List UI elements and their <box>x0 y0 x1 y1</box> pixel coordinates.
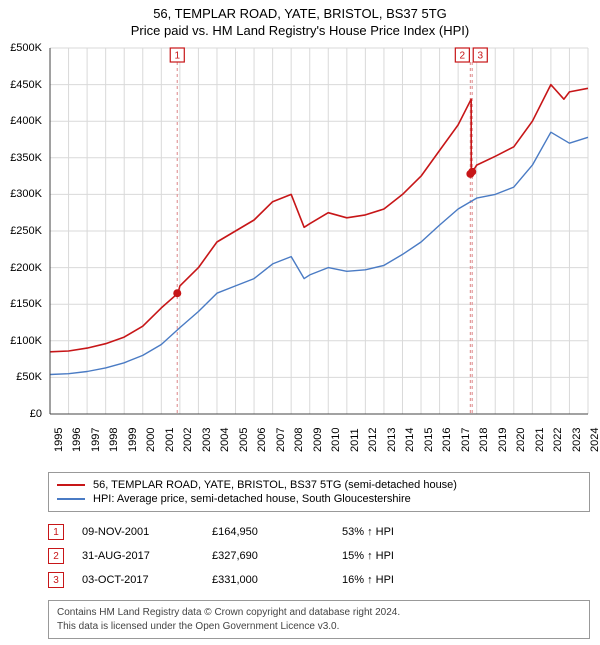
x-axis-tick-label: 2018 <box>478 428 490 452</box>
legend-swatch <box>57 498 85 500</box>
sale-price: £327,690 <box>212 550 342 562</box>
x-axis-tick-label: 2003 <box>201 428 213 452</box>
y-axis-tick-label: £350K <box>10 152 42 164</box>
x-axis-tick-label: 2006 <box>256 428 268 452</box>
sale-hpi: 16% ↑ HPI <box>342 574 590 586</box>
line-chart: 1 23 <box>48 46 590 416</box>
x-axis-tick-label: 2007 <box>275 428 287 452</box>
y-axis-tick-label: £450K <box>10 79 42 91</box>
title-sub: Price paid vs. HM Land Registry's House … <box>0 23 600 38</box>
y-axis-labels: £0 £50K £100K £150K £200K £250K £300K £350K £400… <box>0 44 46 639</box>
x-axis-tick-label: 2005 <box>238 428 250 452</box>
x-axis-tick-label: 2009 <box>312 428 324 452</box>
svg-text:2: 2 <box>460 51 466 62</box>
y-axis-tick-label: £100K <box>10 335 42 347</box>
y-axis-tick-label: £300K <box>10 188 42 200</box>
footer-line: Contains HM Land Registry data © Crown c… <box>57 606 581 620</box>
x-axis-tick-label: 2019 <box>497 428 509 452</box>
x-axis-tick-label: 2017 <box>460 428 472 452</box>
sale-date: 03-OCT-2017 <box>82 574 212 586</box>
x-axis-tick-label: 1998 <box>108 428 120 452</box>
footer-box: Contains HM Land Registry data © Crown c… <box>48 600 590 639</box>
title-main: 56, TEMPLAR ROAD, YATE, BRISTOL, BS37 5T… <box>0 6 600 21</box>
x-axis-tick-label: 2004 <box>219 428 231 452</box>
svg-text:1: 1 <box>174 51 180 62</box>
x-axis-tick-label: 2010 <box>330 428 342 452</box>
sale-price: £164,950 <box>212 526 342 538</box>
y-axis-tick-label: £150K <box>10 298 42 310</box>
x-axis-tick-label: 2023 <box>571 428 583 452</box>
x-axis-labels: 1995 1996 1997 1998 1999 2000 2001 2002 2003 2004… <box>48 416 590 464</box>
legend-swatch <box>57 484 85 486</box>
chart-container: 56, TEMPLAR ROAD, YATE, BRISTOL, BS37 5T… <box>0 0 600 639</box>
x-axis-tick-label: 2013 <box>386 428 398 452</box>
x-axis-tick-label: 2001 <box>164 428 176 452</box>
x-axis-tick-label: 1995 <box>53 428 65 452</box>
x-axis-tick-label: 1997 <box>90 428 102 452</box>
x-axis-tick-label: 2008 <box>293 428 305 452</box>
x-axis-tick-label: 2022 <box>552 428 564 452</box>
x-axis-tick-label: 1996 <box>71 428 83 452</box>
x-axis-tick-label: 2011 <box>349 428 361 452</box>
sales-row: 3 03-OCT-2017£331,00016% ↑ HPI <box>48 568 590 592</box>
legend-box: 56, TEMPLAR ROAD, YATE, BRISTOL, BS37 5T… <box>48 472 590 512</box>
legend-row: 56, TEMPLAR ROAD, YATE, BRISTOL, BS37 5T… <box>57 478 581 492</box>
sales-table: 1 09-NOV-2001£164,95053% ↑ HPI 2 31-AUG-201… <box>48 520 590 592</box>
y-axis-tick-label: £50K <box>16 371 42 383</box>
sale-hpi: 53% ↑ HPI <box>342 526 590 538</box>
sale-date: 31-AUG-2017 <box>82 550 212 562</box>
chart-area: 1 23 <box>48 46 590 416</box>
sale-marker-box: 3 <box>48 572 64 588</box>
legend-label: HPI: Average price, semi-detached house,… <box>93 493 411 505</box>
x-axis-tick-label: 2014 <box>404 428 416 452</box>
sale-marker-box: 1 <box>48 524 64 540</box>
x-axis-tick-label: 2002 <box>182 428 194 452</box>
x-axis-tick-label: 2012 <box>367 428 379 452</box>
footer-line: This data is licensed under the Open Gov… <box>57 620 581 634</box>
sale-price: £331,000 <box>212 574 342 586</box>
y-axis-tick-label: £400K <box>10 115 42 127</box>
sale-marker-box: 2 <box>48 548 64 564</box>
sale-hpi: 15% ↑ HPI <box>342 550 590 562</box>
legend-row: HPI: Average price, semi-detached house,… <box>57 492 581 506</box>
y-axis-tick-label: £500K <box>10 42 42 54</box>
x-axis-tick-label: 2000 <box>145 428 157 452</box>
x-axis-tick-label: 2024 <box>589 428 600 452</box>
sale-date: 09-NOV-2001 <box>82 526 212 538</box>
x-axis-tick-label: 1999 <box>127 428 139 452</box>
title-block: 56, TEMPLAR ROAD, YATE, BRISTOL, BS37 5T… <box>0 0 600 42</box>
y-axis-tick-label: £250K <box>10 225 42 237</box>
y-axis-tick-label: £200K <box>10 262 42 274</box>
x-axis-tick-label: 2020 <box>515 428 527 452</box>
svg-text:3: 3 <box>477 51 483 62</box>
sales-row: 1 09-NOV-2001£164,95053% ↑ HPI <box>48 520 590 544</box>
x-axis-tick-label: 2021 <box>534 428 546 452</box>
legend-label: 56, TEMPLAR ROAD, YATE, BRISTOL, BS37 5T… <box>93 479 457 491</box>
sales-row: 2 31-AUG-2017£327,69015% ↑ HPI <box>48 544 590 568</box>
x-axis-tick-label: 2015 <box>423 428 435 452</box>
x-axis-tick-label: 2016 <box>441 428 453 452</box>
y-axis-tick-label: £0 <box>30 408 42 420</box>
